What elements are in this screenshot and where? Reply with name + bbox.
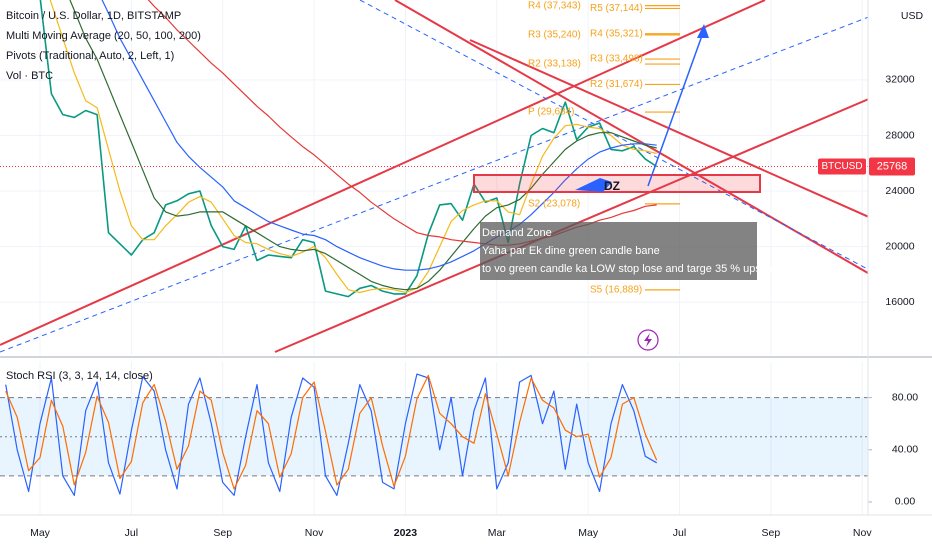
price-tag bbox=[869, 157, 915, 176]
y-tick-label: 20000 bbox=[885, 240, 914, 252]
x-tick-label: Sep bbox=[762, 527, 781, 539]
arrow-head bbox=[697, 24, 709, 38]
stoch-tick-label: 0.00 bbox=[895, 496, 916, 508]
stoch-tick-label: 40.00 bbox=[892, 444, 918, 456]
y-tick-label: 24000 bbox=[885, 185, 914, 197]
indicator-label: Multi Moving Average (20, 50, 100, 200) bbox=[6, 30, 201, 42]
x-tick-label: Mar bbox=[488, 527, 507, 539]
trend-line bbox=[0, 0, 766, 346]
stoch-pane bbox=[5, 373, 658, 496]
target-arrow bbox=[647, 29, 705, 187]
pivot-label: R2 (33,138) bbox=[528, 59, 581, 70]
series-line bbox=[5, 373, 657, 496]
note-box bbox=[480, 222, 757, 280]
series-line bbox=[69, 0, 657, 291]
chart-title: Bitcoin / U.S. Dollar, 1D, BITSTAMP bbox=[6, 10, 181, 22]
price-pane bbox=[0, 0, 868, 298]
note-line: Demand Zone bbox=[482, 227, 552, 239]
trend-line bbox=[469, 39, 868, 218]
channel-line bbox=[359, 0, 868, 270]
x-tick-label: 2023 bbox=[394, 527, 418, 539]
x-tick-label: May bbox=[30, 527, 51, 539]
symbol-tag bbox=[818, 158, 866, 175]
y-tick-label: 28000 bbox=[885, 129, 914, 141]
series-line bbox=[5, 374, 658, 490]
indicator-label: Vol · BTC bbox=[6, 70, 53, 82]
trend-line bbox=[394, 0, 868, 275]
stoch-title: Stoch RSI (3, 3, 14, 14, close) bbox=[6, 370, 153, 382]
x-tick-label: Jul bbox=[673, 527, 686, 539]
pivot-label: S5 (16,889) bbox=[590, 284, 642, 295]
series-line bbox=[49, 0, 657, 294]
channel-line bbox=[0, 16, 868, 353]
labels: Bitcoin / U.S. Dollar, 1D, BITSTAMP Mult… bbox=[6, 0, 924, 538]
event-icon-bolt bbox=[644, 333, 652, 347]
note-line: to vo green candle ka LOW stop lose and … bbox=[482, 263, 776, 275]
pivot-label: S2 (23,078) bbox=[528, 198, 580, 209]
pivot-label: R3 (35,240) bbox=[528, 30, 581, 41]
pivot-label: R2 (31,674) bbox=[590, 79, 643, 90]
pivot-label: R4 (37,343) bbox=[528, 0, 581, 11]
x-tick-label: Sep bbox=[213, 527, 232, 539]
x-tick-label: May bbox=[578, 527, 599, 539]
stoch-tick-label: 80.00 bbox=[892, 391, 918, 403]
arrow-shape bbox=[575, 178, 612, 192]
zone-label: DZ bbox=[604, 179, 620, 193]
price-tag-label: 25768 bbox=[877, 160, 908, 172]
indicator-label: Pivots (Traditional, Auto, 2, Left, 1) bbox=[6, 50, 174, 62]
symbol-tag-label: BTCUSD bbox=[821, 161, 862, 172]
demand-zone bbox=[473, 174, 761, 193]
x-tick-label: Jul bbox=[125, 527, 138, 539]
series-line bbox=[39, 0, 658, 298]
y-tick-label: 16000 bbox=[885, 296, 914, 308]
pivot-label: R3 (33,498) bbox=[590, 54, 643, 65]
y-axis-label: USD bbox=[901, 10, 924, 22]
trend-line bbox=[274, 98, 868, 353]
x-tick-label: Nov bbox=[853, 527, 872, 539]
y-tick-label: 32000 bbox=[885, 74, 914, 86]
pivot-label: R4 (35,321) bbox=[590, 28, 643, 39]
pivot-label: R5 (37,144) bbox=[590, 3, 643, 14]
note-line: Yaha par Ek dine green candle bane bbox=[482, 245, 660, 257]
drawings bbox=[0, 0, 932, 516]
pivot-label: P (29,684) bbox=[528, 107, 575, 118]
series-line bbox=[101, 0, 657, 271]
trend-lines bbox=[0, 0, 868, 353]
x-tick-label: Nov bbox=[305, 527, 324, 539]
